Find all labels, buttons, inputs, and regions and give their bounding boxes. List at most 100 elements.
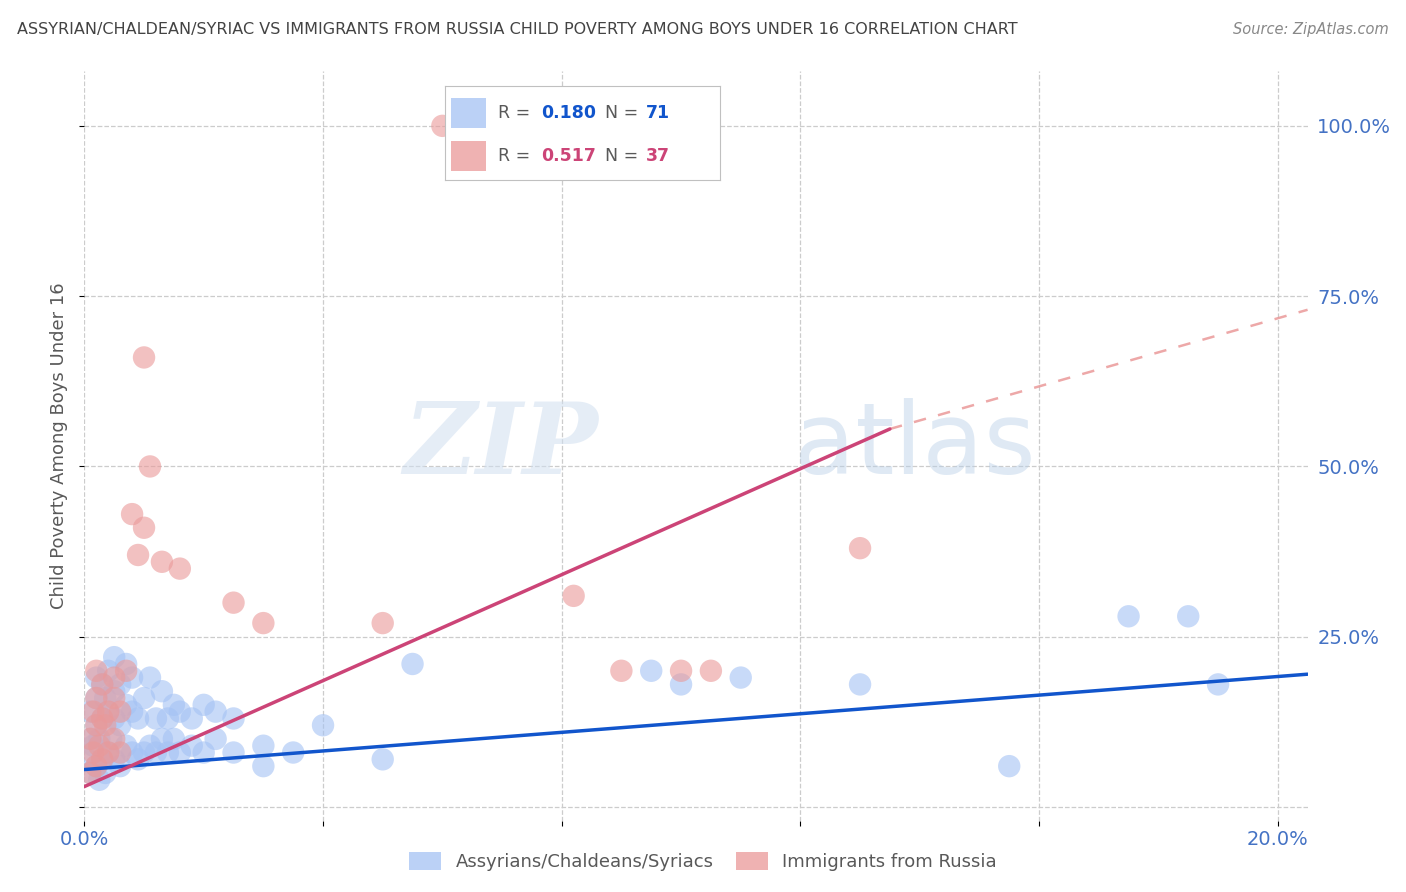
Point	[150, 731, 173, 746]
Point	[132, 351, 155, 365]
Point	[97, 705, 120, 719]
Point	[103, 650, 125, 665]
Point	[82, 739, 104, 753]
Point	[669, 664, 692, 678]
Point	[97, 746, 120, 760]
Point	[89, 739, 111, 753]
Point	[79, 766, 101, 780]
Point	[89, 772, 111, 787]
Text: ASSYRIAN/CHALDEAN/SYRIAC VS IMMIGRANTS FROM RUSSIA CHILD POVERTY AMONG BOYS UNDE: ASSYRIAN/CHALDEAN/SYRIAC VS IMMIGRANTS F…	[17, 22, 1018, 37]
Point	[94, 766, 117, 780]
Point	[84, 691, 107, 706]
Point	[222, 596, 245, 610]
Point	[121, 705, 143, 719]
Y-axis label: Child Poverty Among Boys Under 16: Child Poverty Among Boys Under 16	[51, 283, 69, 609]
Point	[1206, 677, 1229, 691]
Point	[108, 705, 131, 719]
Point	[150, 684, 173, 698]
Point	[84, 691, 107, 706]
Point	[222, 746, 245, 760]
Text: ZIP: ZIP	[404, 398, 598, 494]
Point	[180, 739, 202, 753]
Point	[79, 731, 101, 746]
Point	[76, 752, 98, 766]
Point	[163, 731, 186, 746]
Point	[132, 521, 155, 535]
Point	[79, 705, 101, 719]
Point	[100, 731, 122, 746]
Point	[79, 766, 101, 780]
Point	[193, 698, 215, 712]
Point	[169, 561, 191, 575]
Point	[82, 746, 104, 760]
Point	[108, 718, 131, 732]
Point	[108, 759, 131, 773]
Point	[115, 657, 138, 671]
Text: Source: ZipAtlas.com: Source: ZipAtlas.com	[1233, 22, 1389, 37]
Point	[108, 677, 131, 691]
Point	[139, 739, 162, 753]
Point	[371, 616, 394, 631]
Point	[252, 616, 274, 631]
Point	[127, 711, 149, 725]
Point	[97, 746, 120, 760]
Point	[91, 711, 114, 725]
Point	[108, 746, 131, 760]
Point	[401, 657, 423, 671]
Point	[1118, 609, 1140, 624]
Point	[283, 746, 305, 760]
Point	[156, 746, 179, 760]
Point	[91, 677, 114, 691]
Point	[84, 664, 107, 678]
Point	[97, 664, 120, 678]
Point	[610, 664, 633, 678]
Point	[169, 746, 191, 760]
Point	[127, 548, 149, 562]
Point	[91, 752, 114, 766]
Point	[103, 731, 125, 746]
Point	[103, 711, 125, 725]
Point	[127, 752, 149, 766]
Point	[91, 711, 114, 725]
Point	[84, 759, 107, 773]
Point	[94, 691, 117, 706]
Point	[91, 677, 114, 691]
Point	[145, 746, 167, 760]
Point	[180, 711, 202, 725]
Point	[998, 759, 1021, 773]
Point	[150, 555, 173, 569]
Point	[252, 759, 274, 773]
Point	[204, 705, 226, 719]
Point	[103, 752, 125, 766]
Point	[145, 711, 167, 725]
Point	[204, 731, 226, 746]
Point	[132, 746, 155, 760]
Point	[84, 718, 107, 732]
Point	[121, 746, 143, 760]
Point	[312, 718, 335, 732]
Point	[103, 691, 125, 706]
Point	[115, 664, 138, 678]
Point	[222, 711, 245, 725]
Point	[193, 746, 215, 760]
Point	[640, 664, 662, 678]
Point	[132, 691, 155, 706]
Point	[84, 718, 107, 732]
Point	[700, 664, 723, 678]
Point	[139, 671, 162, 685]
Point	[82, 705, 104, 719]
Point	[139, 459, 162, 474]
Point	[252, 739, 274, 753]
Point	[163, 698, 186, 712]
Point	[669, 677, 692, 691]
Point	[79, 731, 101, 746]
Point	[84, 759, 107, 773]
Point	[121, 671, 143, 685]
Point	[115, 739, 138, 753]
Point	[84, 671, 107, 685]
Point	[849, 541, 872, 556]
Point	[371, 752, 394, 766]
Point	[169, 705, 191, 719]
Point	[432, 119, 454, 133]
Point	[97, 705, 120, 719]
